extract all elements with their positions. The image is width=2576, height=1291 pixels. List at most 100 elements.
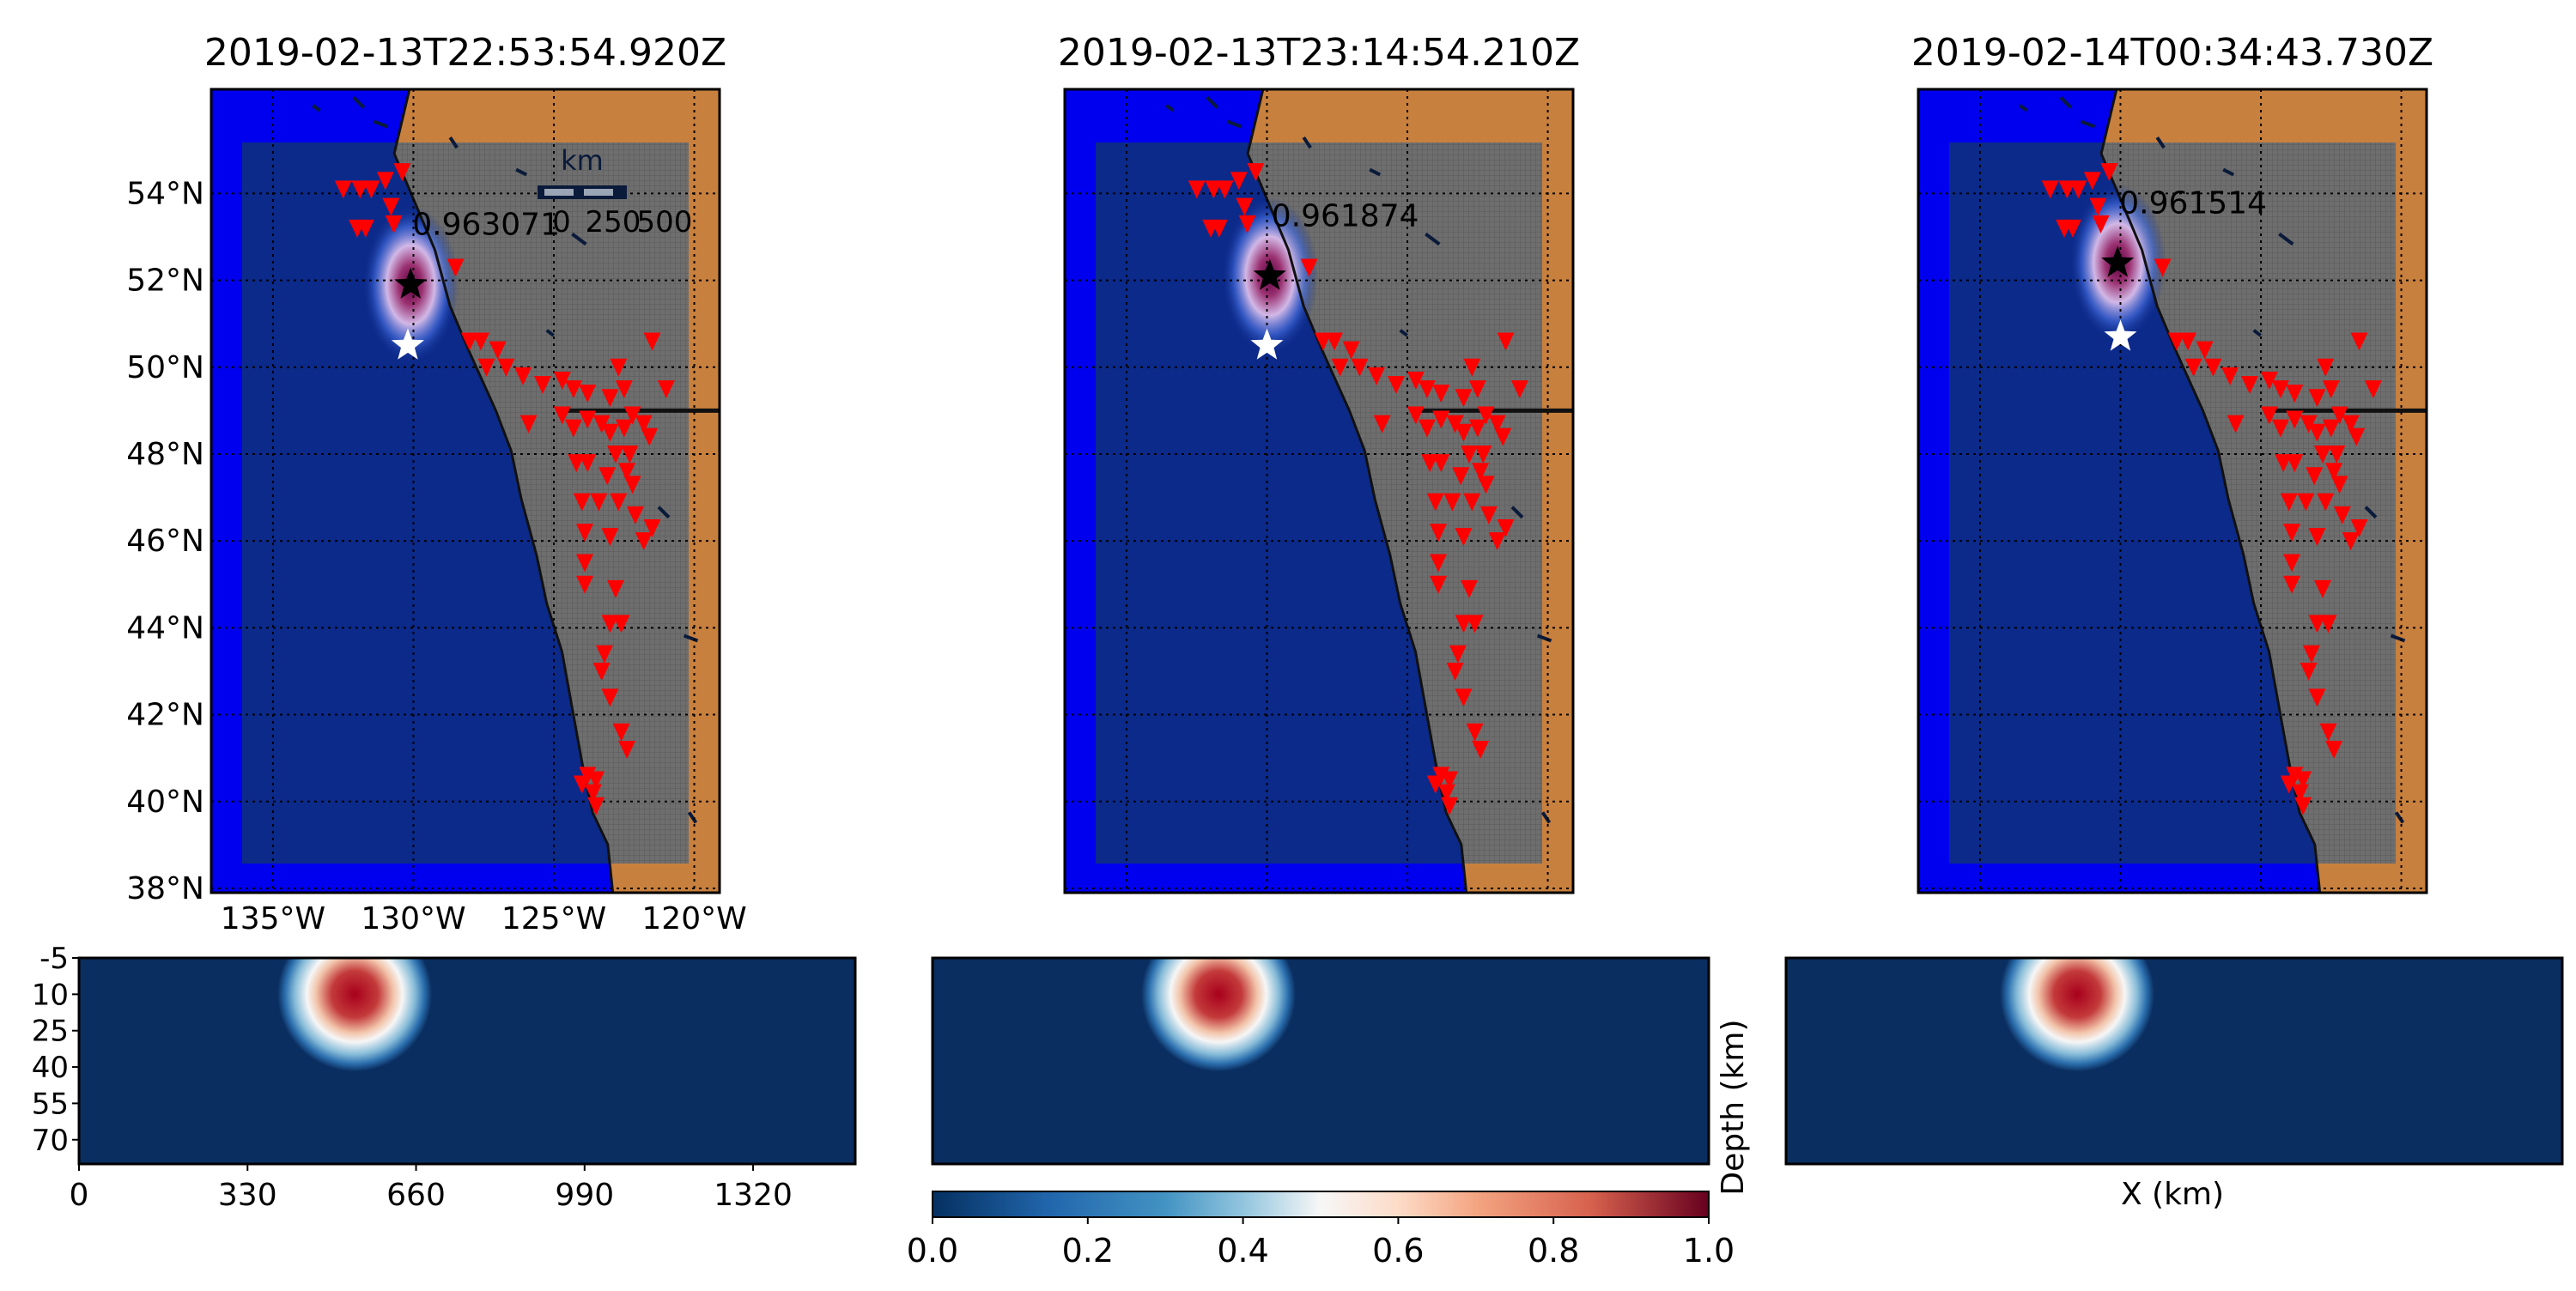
station-marker	[1406, 406, 1425, 425]
station-marker	[601, 389, 619, 408]
station-marker	[1466, 615, 1484, 633]
station-marker	[1443, 493, 1461, 512]
station-marker	[1430, 575, 1448, 594]
depth-ytick-label: -5	[39, 942, 69, 976]
station-marker	[2325, 741, 2343, 760]
station-marker	[635, 415, 653, 433]
station-marker	[2364, 380, 2382, 399]
station-marker	[447, 258, 465, 277]
station-marker	[573, 493, 591, 512]
map-frame	[210, 88, 721, 894]
map-panel-2: 2019-02-13T23:14:54.210Z 0.961874	[1058, 31, 1580, 894]
station-marker	[2184, 358, 2202, 377]
station-marker	[2058, 180, 2076, 199]
station-marker	[1437, 784, 1455, 803]
station-marker	[1314, 332, 1332, 351]
station-marker	[2319, 723, 2337, 742]
map-frame	[1917, 88, 2428, 894]
station-marker	[2308, 615, 2326, 633]
station-marker	[579, 410, 597, 429]
scalebar-unit: km	[561, 144, 604, 177]
station-marker	[576, 575, 594, 594]
island-mark	[571, 232, 587, 246]
colorbar-tick-label: 0.4	[1217, 1232, 1268, 1270]
island-mark	[1369, 167, 1382, 177]
station-marker	[568, 454, 586, 473]
station-marker	[1460, 445, 1478, 464]
map-panel-1: 2019-02-13T22:53:54.920Z 0.963071 54°N 52°N…	[126, 31, 746, 936]
station-marker	[514, 367, 532, 385]
station-marker	[460, 332, 478, 351]
station-marker	[1479, 506, 1498, 524]
probability-grid	[242, 142, 689, 864]
true-location-star	[2104, 319, 2137, 351]
station-marker	[2280, 775, 2298, 794]
station-marker	[2313, 445, 2331, 464]
station-marker	[576, 554, 594, 573]
station-marker	[1432, 454, 1450, 473]
depth-panel-2	[931, 956, 1710, 1166]
colorbar-tick-label: 0.8	[1528, 1232, 1579, 1270]
station-marker	[1238, 215, 1256, 233]
station-marker	[1230, 172, 1248, 191]
station-marker	[553, 371, 571, 390]
station-marker	[1455, 528, 1473, 547]
station-marker	[610, 358, 628, 377]
station-marker	[2286, 410, 2304, 429]
station-marker	[2280, 493, 2298, 512]
station-marker	[2350, 332, 2368, 351]
station-marker	[1497, 519, 1515, 538]
station-marker	[2348, 427, 2366, 446]
station-marker	[2227, 415, 2245, 433]
station-marker	[641, 427, 659, 446]
island-mark	[1425, 232, 1441, 246]
island-mark	[1206, 95, 1219, 109]
station-marker	[2167, 332, 2185, 351]
station-marker	[610, 493, 628, 512]
station-marker	[643, 332, 661, 351]
station-marker	[2154, 258, 2172, 277]
station-marker	[2342, 415, 2360, 433]
station-marker	[1188, 180, 1206, 199]
island-mark	[1510, 506, 1524, 519]
station-marker	[2308, 688, 2326, 707]
station-marker	[612, 615, 630, 633]
station-marker	[598, 467, 617, 486]
station-marker	[2178, 332, 2196, 351]
island-mark	[1536, 633, 1552, 643]
station-marker	[564, 380, 582, 399]
station-marker	[1460, 579, 1478, 598]
station-marker	[2308, 389, 2326, 408]
station-marker	[1468, 419, 1486, 438]
predicted-location-star	[2101, 245, 2135, 277]
depth-probability-blob	[2000, 958, 2154, 1072]
scalebar-tick	[544, 189, 574, 196]
station-marker	[2306, 467, 2324, 486]
predicted-location-star	[394, 267, 428, 299]
station-marker	[1497, 332, 1515, 351]
station-marker	[519, 415, 538, 433]
station-marker	[1368, 367, 1386, 385]
depth-xtick-label: 0	[70, 1178, 89, 1213]
station-marker	[1474, 445, 1492, 464]
station-marker	[1477, 476, 1495, 494]
island-mark	[2394, 811, 2405, 824]
station-marker	[489, 341, 507, 360]
station-marker	[2063, 219, 2081, 238]
station-marker	[1463, 493, 1481, 512]
island-mark	[1302, 136, 1312, 149]
station-marker	[587, 797, 605, 815]
station-marker	[1432, 410, 1450, 429]
station-marker	[2286, 385, 2304, 403]
colorbar-tick-label: 0.0	[907, 1232, 958, 1270]
station-marker	[601, 528, 619, 547]
station-marker	[601, 615, 619, 633]
depth-ylabel: Depth (km)	[1716, 1019, 1751, 1195]
station-marker	[2330, 406, 2348, 425]
station-marker	[1441, 771, 1459, 790]
station-marker	[334, 180, 352, 199]
depth-xlabel: X (km)	[2121, 1177, 2224, 1212]
lon-tick-label: 120°W	[641, 901, 746, 936]
